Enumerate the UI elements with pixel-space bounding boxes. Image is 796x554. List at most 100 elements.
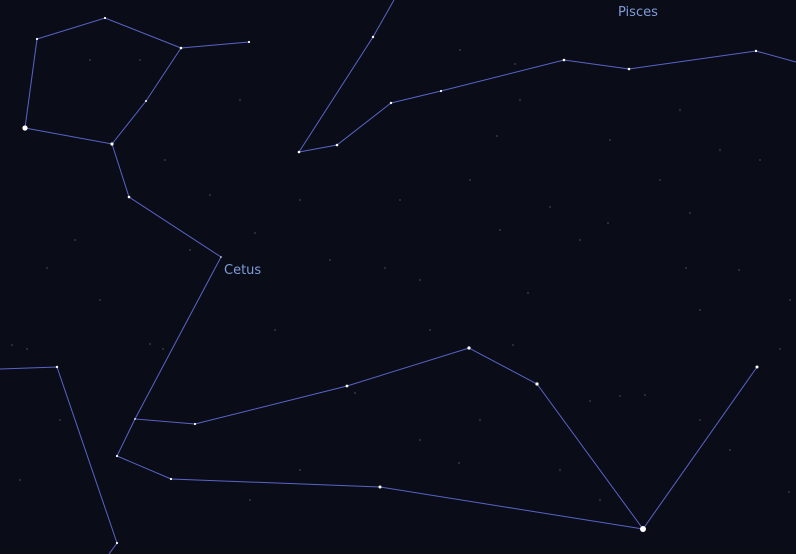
star[interactable] xyxy=(134,418,136,420)
faint-star xyxy=(399,199,401,201)
pisces-line xyxy=(298,0,395,153)
faint-star xyxy=(599,499,601,501)
faint-star xyxy=(729,449,731,451)
faint-star xyxy=(384,267,386,269)
faint-star xyxy=(354,392,356,394)
faint-star xyxy=(274,329,276,331)
constellation-stars xyxy=(22,16,759,545)
faint-star xyxy=(527,292,529,294)
faint-star xyxy=(479,419,481,421)
star[interactable] xyxy=(145,100,147,102)
faint-star xyxy=(459,49,461,51)
faint-star xyxy=(164,159,166,161)
faint-star xyxy=(329,259,331,261)
neighbor-constellation-line xyxy=(0,366,118,554)
faint-star xyxy=(514,63,516,65)
faint-star xyxy=(239,99,241,101)
faint-star xyxy=(659,179,661,181)
star[interactable] xyxy=(371,35,375,39)
faint-star xyxy=(644,394,646,396)
cetus-head-line xyxy=(24,47,182,145)
faint-star xyxy=(254,232,256,234)
faint-star xyxy=(419,439,421,441)
faint-star xyxy=(779,348,781,350)
star[interactable] xyxy=(103,16,107,20)
faint-star xyxy=(719,149,721,151)
star[interactable] xyxy=(179,46,183,50)
star[interactable] xyxy=(115,541,119,545)
star[interactable] xyxy=(640,526,646,532)
faint-star xyxy=(99,299,101,301)
star[interactable] xyxy=(193,422,197,426)
star[interactable] xyxy=(378,485,382,489)
faint-star xyxy=(649,14,651,16)
faint-star xyxy=(419,279,421,281)
star[interactable] xyxy=(22,125,28,131)
star[interactable] xyxy=(467,346,471,350)
star[interactable] xyxy=(247,40,251,44)
faint-star xyxy=(74,239,76,241)
faint-star xyxy=(699,309,701,311)
cetus-head-line xyxy=(24,17,250,129)
faint-star xyxy=(26,348,28,350)
faint-star xyxy=(249,499,251,501)
faint-star xyxy=(519,99,521,101)
faint-star xyxy=(738,269,740,271)
faint-star xyxy=(759,159,761,161)
faint-star xyxy=(89,59,91,61)
faint-star xyxy=(559,469,561,471)
faint-star xyxy=(299,469,301,471)
star[interactable] xyxy=(439,89,443,93)
faint-star xyxy=(607,222,609,224)
star[interactable] xyxy=(115,454,119,458)
faint-star xyxy=(209,194,211,196)
faint-star xyxy=(469,179,471,181)
faint-star xyxy=(149,343,151,345)
star[interactable] xyxy=(627,67,631,71)
star[interactable] xyxy=(335,143,339,147)
star[interactable] xyxy=(169,477,173,481)
background-stars xyxy=(11,14,791,501)
constellation-label-cetus[interactable]: Cetus xyxy=(224,263,262,278)
faint-star xyxy=(46,267,48,269)
faint-star xyxy=(429,329,431,331)
star[interactable] xyxy=(220,256,222,258)
star[interactable] xyxy=(562,58,566,62)
faint-star xyxy=(499,229,501,231)
faint-star xyxy=(788,491,790,493)
faint-star xyxy=(19,479,21,481)
faint-star xyxy=(679,109,681,111)
faint-star xyxy=(609,139,611,141)
faint-star xyxy=(699,419,701,421)
faint-star xyxy=(689,212,691,214)
star[interactable] xyxy=(345,384,349,388)
star[interactable] xyxy=(127,195,131,199)
star[interactable] xyxy=(55,365,59,369)
star[interactable] xyxy=(389,101,393,105)
faint-star xyxy=(11,344,13,346)
faint-star xyxy=(549,206,551,208)
faint-star xyxy=(789,299,791,301)
star[interactable] xyxy=(297,150,301,154)
faint-star xyxy=(59,419,61,421)
star[interactable] xyxy=(35,37,39,41)
star[interactable] xyxy=(535,382,539,386)
pisces-line xyxy=(298,50,796,153)
star[interactable] xyxy=(755,365,759,369)
faint-star xyxy=(139,59,141,61)
star[interactable] xyxy=(754,49,758,53)
cetus-body-line xyxy=(111,143,758,530)
faint-star xyxy=(685,267,687,269)
faint-star xyxy=(512,344,514,346)
star[interactable] xyxy=(110,142,114,146)
faint-star xyxy=(619,395,621,397)
constellation-label-pisces[interactable]: Pisces xyxy=(618,5,658,20)
faint-star xyxy=(162,348,164,350)
faint-star xyxy=(458,462,460,464)
faint-star xyxy=(189,249,191,251)
faint-star xyxy=(589,400,591,402)
faint-star xyxy=(299,199,301,201)
cetus-body-line xyxy=(116,418,644,530)
